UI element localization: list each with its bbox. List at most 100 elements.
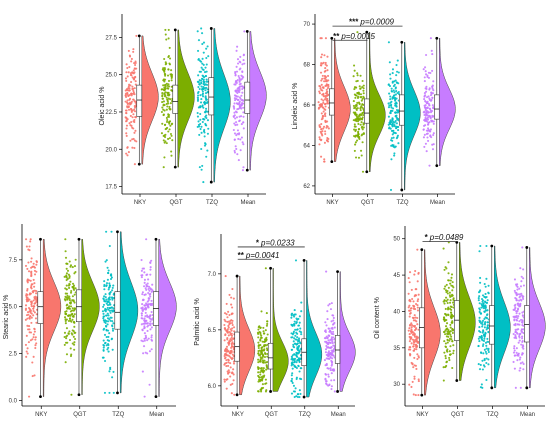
data-point [428, 114, 431, 117]
data-point [142, 298, 145, 301]
data-point [143, 271, 146, 274]
data-point [170, 79, 173, 82]
data-point [141, 329, 144, 332]
data-point [65, 284, 68, 287]
data-point [362, 84, 365, 87]
data-point [105, 282, 109, 285]
data-point [202, 86, 205, 89]
data-point [25, 245, 28, 248]
data-point [396, 92, 399, 95]
violin-nky [42, 238, 62, 397]
data-point [330, 349, 333, 352]
data-point [206, 119, 210, 122]
data-point [518, 293, 521, 296]
data-point [130, 92, 133, 95]
boxplot-mean [244, 81, 251, 114]
data-point [331, 357, 334, 360]
data-point [296, 348, 299, 351]
data-point [487, 291, 490, 294]
x-tick-label: QGT [361, 200, 374, 206]
data-point [201, 68, 204, 71]
data-point [242, 59, 245, 62]
data-point [392, 107, 395, 110]
data-point [33, 282, 36, 285]
data-point [106, 323, 109, 326]
data-point [202, 106, 205, 109]
data-point [206, 110, 209, 113]
data-point [296, 328, 299, 331]
data-point [298, 315, 301, 318]
data-point [391, 68, 395, 71]
data-point [412, 393, 415, 396]
data-point [479, 244, 482, 248]
data-point [292, 340, 295, 343]
data-point [477, 337, 480, 340]
data-point [354, 113, 357, 116]
data-point [295, 331, 298, 334]
data-point [134, 80, 137, 83]
data-point [231, 287, 234, 291]
data-point [388, 61, 391, 64]
data-point [32, 333, 35, 336]
data-point [130, 81, 133, 84]
data-point [389, 77, 392, 80]
data-point [65, 312, 68, 315]
data-point [451, 366, 454, 370]
data-point [132, 89, 135, 92]
data-point [69, 265, 72, 268]
significance-stars: * [425, 233, 429, 242]
data-point [360, 154, 363, 157]
data-point [323, 359, 326, 362]
data-point [514, 386, 517, 389]
data-point [112, 309, 115, 312]
data-point [521, 311, 524, 314]
data-point [445, 267, 448, 270]
data-point [477, 344, 480, 348]
data-point [166, 119, 169, 122]
data-point [161, 122, 164, 125]
data-point [290, 379, 293, 383]
data-point [226, 320, 229, 323]
data-point [291, 367, 294, 370]
data-point [323, 160, 326, 163]
data-point [130, 60, 133, 63]
data-point [266, 352, 269, 356]
x-tick-label: QGT [73, 412, 86, 418]
data-point [63, 335, 66, 339]
data-point [486, 326, 489, 329]
data-point [238, 120, 241, 123]
data-point [140, 323, 143, 326]
data-point [112, 284, 115, 287]
data-point [450, 316, 454, 319]
data-point [321, 74, 324, 77]
data-point [395, 90, 398, 93]
data-point [513, 349, 516, 352]
data-point [482, 307, 485, 310]
data-point [107, 314, 110, 317]
data-point [69, 347, 72, 350]
data-point [66, 262, 69, 265]
data-point [353, 123, 356, 126]
violin-tzq [404, 42, 421, 191]
data-point [28, 316, 31, 319]
data-point [198, 133, 201, 136]
data-point [71, 329, 74, 332]
data-point [292, 343, 295, 346]
data-point [204, 110, 207, 113]
data-point [324, 364, 327, 367]
data-point [200, 27, 203, 30]
data-point [140, 259, 143, 262]
data-point [35, 292, 38, 295]
data-point [413, 377, 416, 380]
data-point [414, 394, 417, 397]
data-point [111, 289, 114, 292]
data-point [485, 361, 488, 365]
data-point [162, 104, 165, 107]
data-point [167, 137, 170, 140]
data-point [127, 105, 130, 108]
data-point [199, 112, 202, 116]
data-point [323, 98, 327, 101]
violin-nky [141, 35, 159, 165]
data-point [133, 146, 136, 150]
data-points-qgt [160, 28, 174, 169]
